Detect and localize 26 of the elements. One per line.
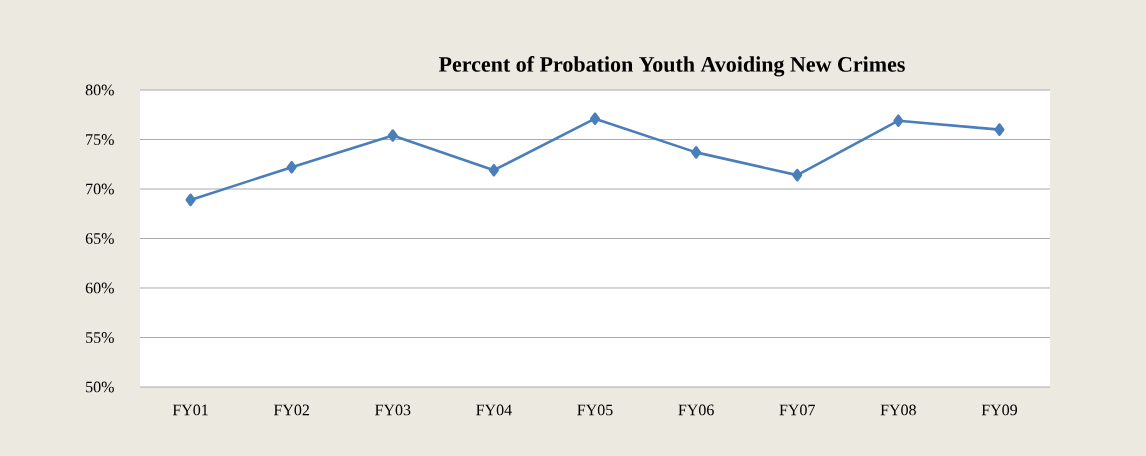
x-tick-label: FY07 xyxy=(779,404,815,416)
x-tick-label: FY09 xyxy=(981,404,1018,416)
point xyxy=(893,114,904,127)
point xyxy=(589,112,601,126)
x-tick-label: FY08 xyxy=(880,404,916,416)
point xyxy=(387,129,398,142)
point xyxy=(286,160,297,174)
point xyxy=(185,193,196,207)
y-tick-label: 50% xyxy=(86,381,114,393)
y-tick-label: 65% xyxy=(85,233,114,244)
y-tick-label: 75% xyxy=(86,134,114,145)
x-tick-label: FY05 xyxy=(577,404,613,416)
x-tick-label: FY04 xyxy=(476,404,512,416)
point xyxy=(691,146,702,159)
point xyxy=(994,123,1005,136)
x-tick-label: FY02 xyxy=(273,404,310,416)
chart-title: Percent of Probation Youth Avoiding New Crimes xyxy=(438,56,905,77)
y-tick-label: 60% xyxy=(85,282,114,294)
y-tick-label: 55% xyxy=(86,332,114,343)
x-tick-label: FY01 xyxy=(172,404,208,416)
x-tick-label: FY03 xyxy=(375,404,411,416)
x-tick-label: FY06 xyxy=(678,404,714,416)
y-tick-label: 70% xyxy=(86,183,114,195)
point xyxy=(792,168,803,182)
y-tick-label: 80% xyxy=(85,84,114,96)
point xyxy=(488,163,499,177)
